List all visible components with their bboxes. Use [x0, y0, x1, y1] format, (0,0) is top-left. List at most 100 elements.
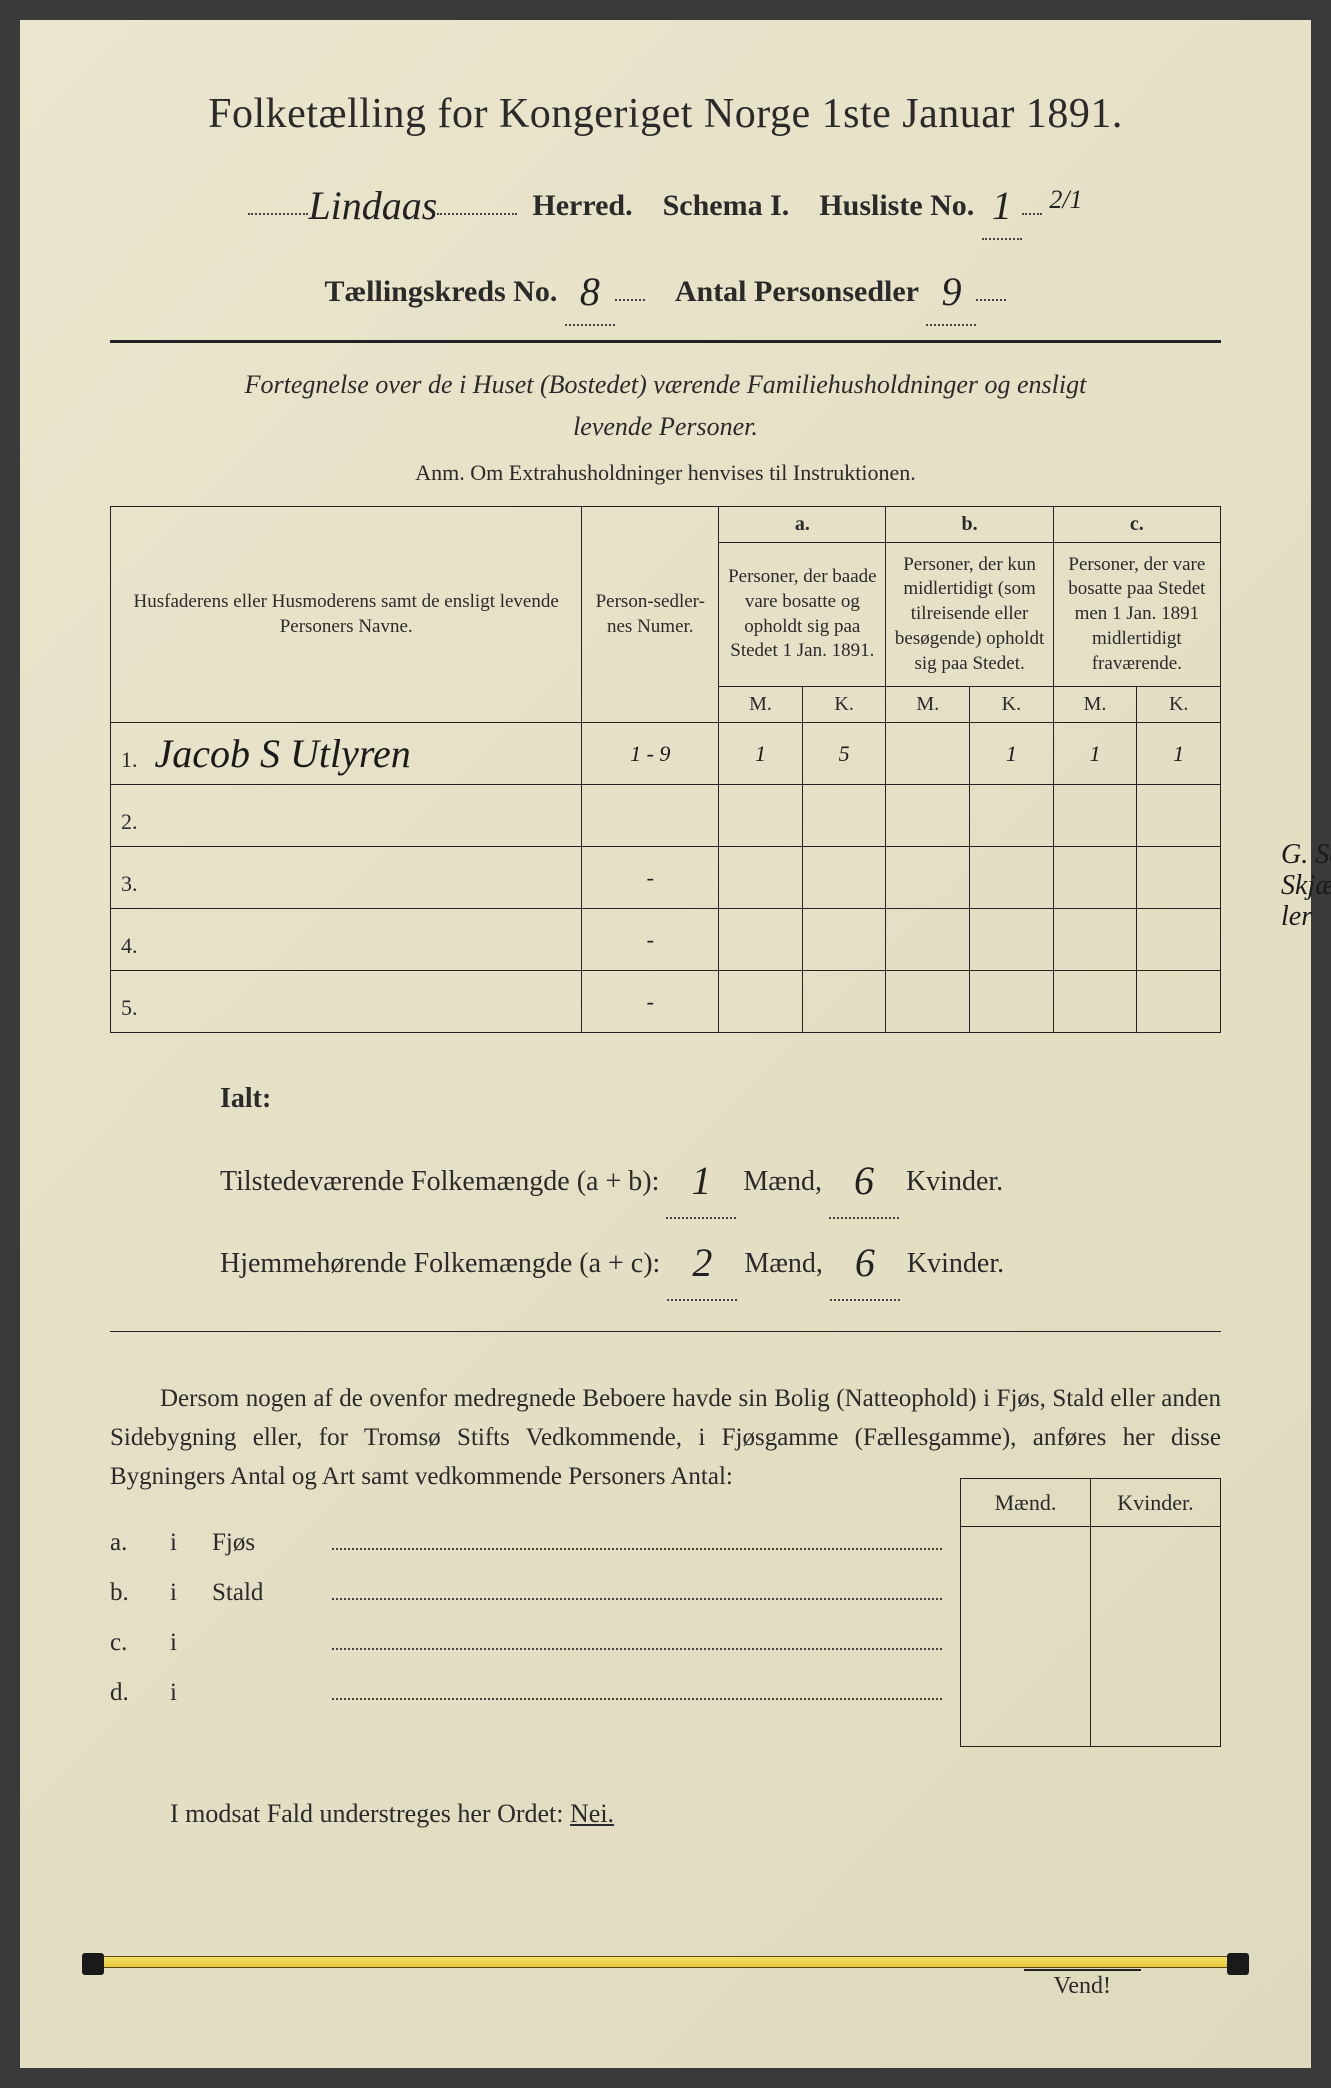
table-row: 4. -: [111, 909, 1221, 971]
husliste-suffix: 2/1: [1049, 185, 1082, 214]
row-am: [719, 847, 803, 909]
instruction-line-1: Fortegnelse over de i Huset (Bostedet) v…: [110, 367, 1221, 403]
row-cm: [1053, 909, 1137, 971]
table-row: 1. Jacob S Utlyren1 - 915111: [111, 723, 1221, 785]
totals-line-1: Tilstedeværende Folkemængde (a + b): 1 M…: [220, 1137, 1221, 1219]
row-ck: [1137, 971, 1221, 1033]
row-numer: -: [582, 909, 719, 971]
row-numer: -: [582, 971, 719, 1033]
totals-line-2: Hjemmehørende Folkemængde (a + c): 2 Mæn…: [220, 1219, 1221, 1301]
schema-label: Schema I.: [663, 189, 790, 222]
col-c-head: c.: [1053, 506, 1220, 542]
row-ck: [1137, 785, 1221, 847]
row-bm: [886, 909, 970, 971]
sidebuild-row: d.i: [110, 1668, 942, 1718]
husliste-label: Husliste No.: [819, 189, 974, 222]
nei-word: Nei.: [570, 1799, 614, 1828]
household-table: Husfaderens eller Husmoderens samt de en…: [110, 506, 1221, 1033]
divider: [110, 340, 1221, 343]
col-a-text: Personer, der baade vare bosatte og opho…: [719, 542, 886, 686]
row-bk: [970, 847, 1054, 909]
row-bk: [970, 971, 1054, 1033]
personsedler-label: Antal Personsedler: [675, 275, 919, 308]
sidebuild-list: a.iFjøsb.iStaldc.id.i: [110, 1518, 942, 1718]
row-numer: 1 - 9: [582, 723, 719, 785]
row-ck: [1137, 847, 1221, 909]
row-cm: [1053, 847, 1137, 909]
row-ak: [802, 971, 886, 1033]
col-c-k: K.: [1137, 687, 1221, 723]
row-am: [719, 909, 803, 971]
totals-1-k: 6: [854, 1158, 874, 1203]
row-bk: [970, 909, 1054, 971]
anm-note: Anm. Om Extrahusholdninger henvises til …: [110, 460, 1221, 486]
col-numer: Person-sedler-nes Numer.: [582, 506, 719, 722]
row-ak: [802, 847, 886, 909]
row-bm: [886, 971, 970, 1033]
mk-box-k-body: [1091, 1527, 1221, 1747]
col-b-k: K.: [970, 687, 1054, 723]
mk-box: Mænd. Kvinder.: [960, 1478, 1221, 1747]
row-am: [719, 971, 803, 1033]
mk-box-m-body: [961, 1527, 1091, 1747]
header-line-2: Tællingskreds No. 8 Antal Personsedler 9: [110, 252, 1221, 326]
instruction-line-2: levende Personer.: [110, 409, 1221, 445]
row-name: 2.: [111, 785, 582, 847]
totals-2-k: 6: [855, 1240, 875, 1285]
sidebuilding-block: a.iFjøsb.iStaldc.id.i Mænd. Kvinder.: [110, 1518, 1221, 1747]
row-cm: [1053, 785, 1137, 847]
col-c-m: M.: [1053, 687, 1137, 723]
sidebuild-row: a.iFjøs: [110, 1518, 942, 1568]
table-row: 3. -: [111, 847, 1221, 909]
row-ak: [802, 909, 886, 971]
page-title: Folketælling for Kongeriget Norge 1ste J…: [110, 90, 1221, 138]
row-name: 1. Jacob S Utlyren: [111, 723, 582, 785]
row-bk: [970, 785, 1054, 847]
row-bm: [886, 723, 970, 785]
totals-2-m: 2: [692, 1240, 712, 1285]
col-c-text: Personer, der vare bosatte paa Stedet me…: [1053, 542, 1220, 686]
row-cm: 1: [1053, 723, 1137, 785]
row-bm: [886, 785, 970, 847]
totals-block: Ialt: Tilstedeværende Folkemængde (a + b…: [220, 1071, 1221, 1301]
row-bm: [886, 847, 970, 909]
mk-box-kvinder: Kvinder.: [1091, 1479, 1221, 1527]
header-line-1: Lindaas Herred. Schema I. Husliste No. 1…: [110, 166, 1221, 240]
divider-2: [110, 1331, 1221, 1332]
row-cm: [1053, 971, 1137, 1033]
husliste-value: 1: [992, 183, 1012, 228]
margin-handwritten-note: G. Selven Skjælhan ler: [1281, 840, 1331, 932]
row-name: 5.: [111, 971, 582, 1033]
sidebuild-row: c.i: [110, 1618, 942, 1668]
herred-value: Lindaas: [308, 183, 437, 228]
table-row: 5. -: [111, 971, 1221, 1033]
col-b-text: Personer, der kun midlertidigt (som tilr…: [886, 542, 1053, 686]
col-b-m: M.: [886, 687, 970, 723]
row-ak: 5: [802, 723, 886, 785]
row-numer: -: [582, 847, 719, 909]
vend-label: Vend!: [1024, 1969, 1141, 2000]
sidebuild-row: b.iStald: [110, 1568, 942, 1618]
row-am: 1: [719, 723, 803, 785]
col-a-k: K.: [802, 687, 886, 723]
row-name: 4.: [111, 909, 582, 971]
ialt-label: Ialt:: [220, 1071, 1221, 1127]
row-ak: [802, 785, 886, 847]
row-name: 3.: [111, 847, 582, 909]
census-form-page: Folketælling for Kongeriget Norge 1ste J…: [20, 20, 1311, 2068]
nei-line: I modsat Fald understreges her Ordet: Ne…: [170, 1799, 1221, 1829]
col-a-head: a.: [719, 506, 886, 542]
row-am: [719, 785, 803, 847]
personsedler-value: 9: [941, 269, 961, 314]
kreds-label: Tællingskreds No.: [325, 275, 558, 308]
row-numer: [582, 785, 719, 847]
mk-box-maend: Mænd.: [961, 1479, 1091, 1527]
herred-label: Herred.: [532, 189, 632, 222]
row-ck: [1137, 909, 1221, 971]
col-a-m: M.: [719, 687, 803, 723]
col-names: Husfaderens eller Husmoderens samt de en…: [111, 506, 582, 722]
kreds-value: 8: [580, 269, 600, 314]
row-ck: 1: [1137, 723, 1221, 785]
totals-1-m: 1: [691, 1158, 711, 1203]
col-b-head: b.: [886, 506, 1053, 542]
